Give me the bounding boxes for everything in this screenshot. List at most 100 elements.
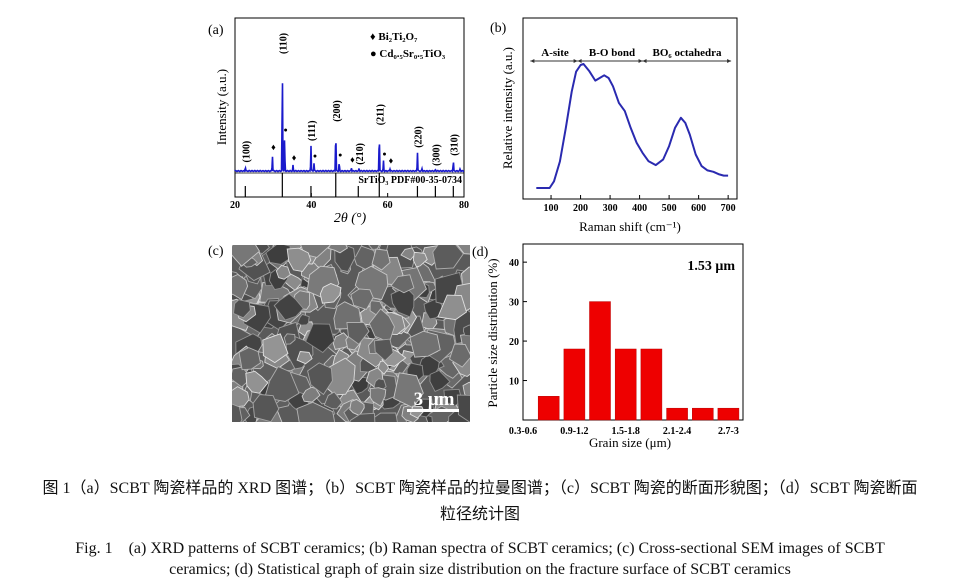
x-tick-label-a: 80 — [459, 200, 469, 211]
histogram-bar — [563, 348, 586, 421]
sem-grain — [296, 351, 313, 365]
histogram-bar — [537, 396, 560, 421]
y-axis-label-b: Relative intensity (a.u.) — [500, 47, 515, 169]
sem-grain — [252, 394, 280, 422]
scale-bar — [407, 409, 459, 412]
sem-grain — [346, 321, 370, 345]
sem-grain — [412, 251, 428, 268]
sem-grain — [283, 333, 296, 345]
sem-grain — [350, 288, 374, 310]
y-axis-label-a: Intensity (a.u.) — [214, 69, 229, 145]
legend-cdsrtio3: ● Cd₀.₅Sr₀.₅TiO₃ — [370, 48, 446, 60]
figure: (a) Intensity (a.u.) 2θ (°) ♦ Bi₂Ti₂O₇ ●… — [208, 17, 744, 450]
sem-grain — [393, 372, 424, 409]
caption-en-line1: Fig. 1 (a) XRD patterns of SCBT ceramics… — [75, 540, 885, 557]
y-tick-label-d: 40 — [509, 258, 519, 269]
panel-label-d: (d) — [472, 245, 489, 260]
x-tick-label-d: 1.5-1.8 — [612, 426, 640, 437]
histogram-bar — [692, 407, 714, 421]
panel-a-xrd: (a) Intensity (a.u.) 2θ (°) ♦ Bi₂Ti₂O₇ ●… — [208, 17, 469, 226]
caption-cn-line2: 粒径统计图 — [439, 506, 520, 523]
sem-grain — [374, 338, 394, 362]
peak-hkl-label: (200) — [332, 100, 343, 122]
sem-grain — [409, 330, 441, 358]
sem-grain — [437, 294, 468, 321]
x-tick-label-d: 2.1-2.4 — [663, 426, 691, 437]
histogram-bar — [666, 407, 688, 421]
sem-grain — [423, 297, 443, 320]
sem-grain — [459, 333, 470, 354]
sem-image — [232, 245, 470, 422]
panel-c-sem: (c) 3 μm — [208, 244, 470, 422]
histogram-bar — [717, 407, 740, 421]
region-label-a-site: A-site — [541, 47, 569, 59]
sem-grain — [275, 264, 291, 280]
sem-grain — [371, 248, 391, 271]
sem-grain — [265, 245, 291, 265]
x-tick-label-b: 200 — [573, 203, 588, 214]
x-tick-label-b: 400 — [632, 203, 647, 214]
y-tick-label-d: 10 — [509, 377, 519, 388]
phase-marker: ♦ — [271, 142, 276, 152]
sem-grain — [232, 386, 250, 408]
peak-hkl-label: (100) — [241, 141, 252, 163]
sem-grain — [264, 366, 300, 402]
sem-grain — [297, 313, 310, 326]
sem-grain — [448, 343, 470, 368]
sem-grain — [319, 283, 342, 304]
sem-grain — [456, 245, 470, 255]
histogram-bar — [614, 348, 637, 421]
sem-grain — [233, 299, 251, 319]
sem-grain — [429, 369, 451, 392]
mean-grain-size-annotation: 1.53 μm — [687, 259, 735, 274]
sem-grain — [232, 273, 249, 301]
sem-grain — [390, 286, 415, 318]
x-tick-label-a: 20 — [230, 200, 240, 211]
sem-grain — [232, 245, 261, 267]
sem-grain — [232, 403, 243, 422]
panel-label-b: (b) — [490, 21, 507, 36]
x-axis-label-b: Raman shift (cm⁻¹) — [579, 219, 681, 234]
x-tick-label-a: 60 — [383, 200, 393, 211]
histogram-bar — [640, 348, 663, 421]
sem-grain — [390, 274, 415, 294]
raman-spectrum-line — [536, 63, 729, 189]
sem-grain — [286, 247, 312, 272]
peak-hkl-label: (110) — [278, 33, 289, 54]
plot-frame-a — [234, 17, 465, 198]
caption-en-line2: ceramics; (d) Statistical graph of grain… — [169, 561, 791, 578]
peak-hkl-label: (220) — [413, 126, 424, 148]
x-tick-label-b: 500 — [662, 203, 677, 214]
sem-grain — [327, 245, 348, 254]
panel-label-c: (c) — [208, 244, 224, 259]
phase-marker: ♦ — [350, 155, 355, 165]
reference-label: SrTiO₃ PDF#00-35-0734 — [358, 175, 462, 186]
panel-b-raman: (b) Relative intensity (a.u.) Raman shif… — [490, 17, 738, 234]
peak-hkl-label: (210) — [355, 143, 366, 165]
plot-frame-b — [522, 17, 738, 200]
sem-grain — [323, 391, 343, 410]
sem-grain — [369, 387, 387, 407]
peak-hkl-label: (211) — [375, 104, 386, 125]
sem-grain — [462, 381, 470, 398]
region-label-b-o-bond: B-O bond — [589, 47, 635, 59]
panel-label-a: (a) — [208, 23, 224, 38]
x-tick-label-b: 600 — [691, 203, 706, 214]
x-tick-label-d: 2.7-3 — [718, 426, 739, 437]
scale-bar-label: 3 μm — [414, 389, 455, 410]
sem-grain — [456, 394, 470, 422]
sem-grain — [296, 401, 336, 422]
sem-grain — [238, 347, 262, 371]
sem-grain — [349, 412, 376, 422]
sem-grain — [262, 333, 289, 364]
peak-hkl-label: (310) — [449, 134, 460, 156]
sem-grain — [307, 362, 333, 396]
region-label-bo6-octahedra: BO₆ octahedra — [653, 47, 722, 59]
sem-grain — [245, 370, 269, 394]
x-tick-label-b: 300 — [603, 203, 618, 214]
peak-hkl-label: (300) — [431, 144, 442, 166]
x-tick-label-a: 40 — [306, 200, 316, 211]
sem-grain — [400, 247, 416, 261]
y-tick-label-d: 20 — [509, 337, 519, 348]
x-tick-label-b: 100 — [544, 203, 559, 214]
